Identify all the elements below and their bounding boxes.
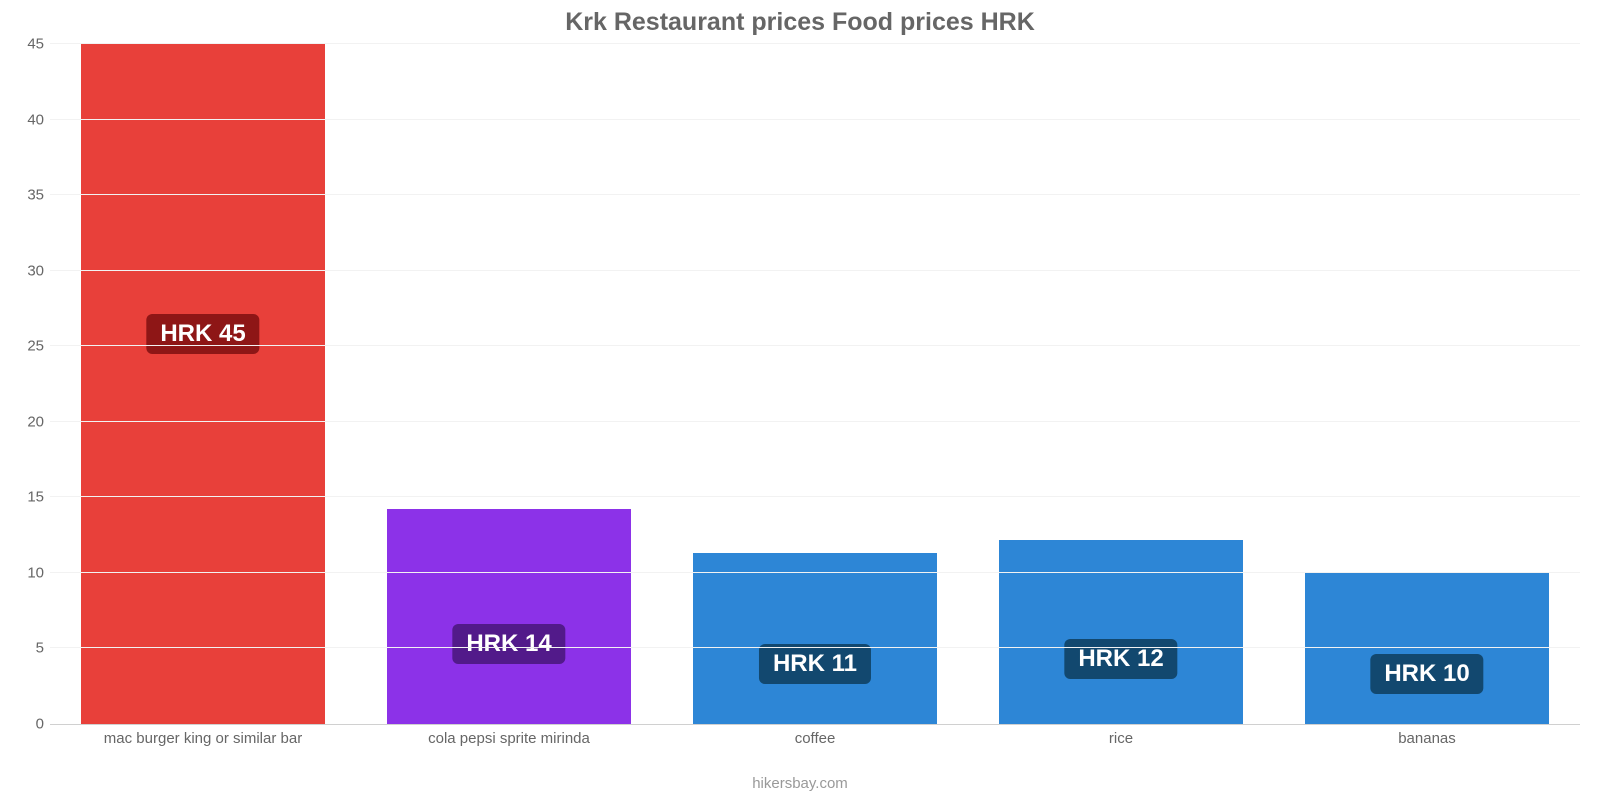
bar-slot: HRK 11 [662, 45, 968, 724]
grid-line [50, 421, 1580, 422]
credit-text: hikersbay.com [0, 775, 1600, 792]
grid-line [50, 647, 1580, 648]
x-tick-label: cola pepsi sprite mirinda [356, 730, 662, 747]
grid-line [50, 119, 1580, 120]
y-tick-label: 5 [4, 640, 44, 657]
grid-line [50, 43, 1580, 44]
plot-area: HRK 45HRK 14HRK 11HRK 12HRK 10 051015202… [50, 45, 1580, 725]
y-tick-label: 30 [4, 262, 44, 279]
bar-value-label: HRK 10 [1370, 654, 1483, 694]
bar [387, 509, 632, 724]
bar [999, 540, 1244, 724]
y-tick-label: 0 [4, 716, 44, 733]
y-tick-label: 35 [4, 187, 44, 204]
x-tick-label: bananas [1274, 730, 1580, 747]
bar-value-label: HRK 11 [759, 644, 871, 684]
y-tick-label: 15 [4, 489, 44, 506]
y-tick-label: 10 [4, 564, 44, 581]
grid-line [50, 496, 1580, 497]
chart-title: Krk Restaurant prices Food prices HRK [0, 8, 1600, 37]
y-tick-label: 20 [4, 413, 44, 430]
y-tick-label: 45 [4, 36, 44, 53]
grid-line [50, 572, 1580, 573]
x-tick-label: rice [968, 730, 1274, 747]
bar-slot: HRK 12 [968, 45, 1274, 724]
y-tick-label: 25 [4, 338, 44, 355]
bar-value-label: HRK 14 [452, 624, 565, 664]
grid-line [50, 270, 1580, 271]
bar-slot: HRK 45 [50, 45, 356, 724]
grid-line [50, 345, 1580, 346]
bar-value-label: HRK 45 [146, 314, 259, 354]
grid-line [50, 194, 1580, 195]
bar-slot: HRK 14 [356, 45, 662, 724]
bar-slot: HRK 10 [1274, 45, 1580, 724]
bars-container: HRK 45 HRK 14 HRK 11 HRK 12 HRK 10 [50, 45, 1580, 724]
x-tick-label: coffee [662, 730, 968, 747]
y-tick-label: 40 [4, 111, 44, 128]
x-axis-labels: mac burger king or similar barcola pepsi… [50, 730, 1580, 747]
x-tick-label: mac burger king or similar bar [50, 730, 356, 747]
bar [81, 44, 326, 724]
bar [693, 553, 938, 724]
price-bar-chart: Krk Restaurant prices Food prices HRK HR… [0, 0, 1600, 800]
bar-value-label: HRK 12 [1064, 639, 1177, 679]
